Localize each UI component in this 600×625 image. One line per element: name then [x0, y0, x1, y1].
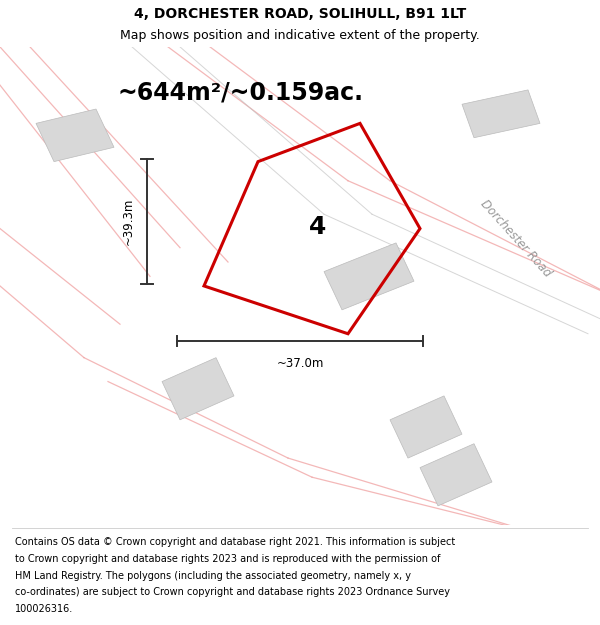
- Text: to Crown copyright and database rights 2023 and is reproduced with the permissio: to Crown copyright and database rights 2…: [15, 554, 440, 564]
- Text: co-ordinates) are subject to Crown copyright and database rights 2023 Ordnance S: co-ordinates) are subject to Crown copyr…: [15, 588, 450, 598]
- Polygon shape: [324, 243, 414, 310]
- Text: Dorchester Road: Dorchester Road: [478, 197, 554, 279]
- Text: Contains OS data © Crown copyright and database right 2021. This information is : Contains OS data © Crown copyright and d…: [15, 537, 455, 547]
- Text: HM Land Registry. The polygons (including the associated geometry, namely x, y: HM Land Registry. The polygons (includin…: [15, 571, 411, 581]
- Polygon shape: [162, 357, 234, 420]
- Text: Map shows position and indicative extent of the property.: Map shows position and indicative extent…: [120, 29, 480, 42]
- Text: ~37.0m: ~37.0m: [277, 357, 323, 371]
- Text: 4: 4: [310, 214, 326, 239]
- Text: ~644m²/~0.159ac.: ~644m²/~0.159ac.: [117, 81, 363, 104]
- Polygon shape: [462, 90, 540, 138]
- Text: ~39.3m: ~39.3m: [121, 198, 134, 245]
- Polygon shape: [390, 396, 462, 458]
- Polygon shape: [420, 444, 492, 506]
- Text: 4, DORCHESTER ROAD, SOLIHULL, B91 1LT: 4, DORCHESTER ROAD, SOLIHULL, B91 1LT: [134, 7, 466, 21]
- Text: 100026316.: 100026316.: [15, 604, 73, 614]
- Polygon shape: [36, 109, 114, 162]
